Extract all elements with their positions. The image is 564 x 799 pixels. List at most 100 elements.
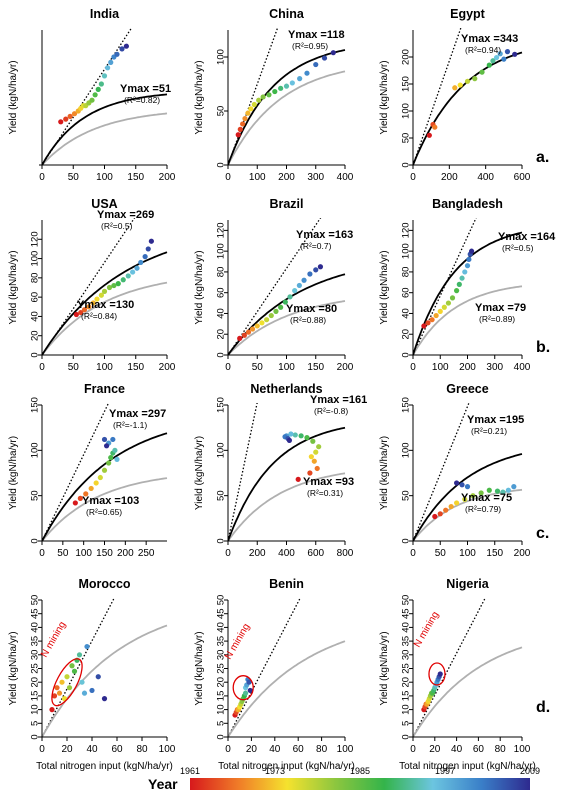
data-point — [114, 51, 120, 57]
y-tick-label: 50 — [216, 490, 227, 501]
plot-area — [42, 28, 168, 165]
data-point — [248, 106, 254, 112]
one-to-one-line — [413, 28, 462, 165]
data-point — [296, 282, 302, 289]
x-tick-label: 50 — [57, 548, 69, 559]
data-point — [456, 281, 462, 287]
data-point — [235, 132, 241, 138]
data-point — [512, 51, 518, 57]
colorbar-label: Year — [148, 776, 178, 792]
data-point — [490, 58, 496, 64]
data-point — [288, 431, 294, 437]
data-point — [69, 663, 75, 669]
n-mining-label: N mining — [412, 610, 441, 650]
x-tick-label: 150 — [96, 548, 113, 559]
data-point — [497, 51, 503, 57]
data-point — [98, 292, 104, 298]
y-axis-label: Yield (kgN/ha/yr) — [379, 60, 390, 134]
data-point — [63, 116, 69, 122]
x-tick-label: 150 — [307, 362, 324, 373]
data-point — [259, 320, 265, 326]
panel-india: India 0 50 100 150 200 Yield (kgN/ha/yr) Ymax =… — [8, 7, 176, 183]
panel-france: France 0 50 100 150 200 250 0 50 100 150 Yield (kgN… — [8, 382, 168, 559]
fit-curve-black — [42, 93, 168, 165]
plot-area — [42, 218, 168, 355]
x-tick-label: 50 — [435, 548, 447, 559]
data-point — [77, 495, 83, 501]
data-point — [314, 465, 320, 472]
axes-lines — [410, 30, 522, 168]
data-point — [292, 432, 298, 438]
data-point — [500, 489, 506, 495]
x-tick-label: 0 — [225, 362, 231, 373]
data-point — [112, 447, 118, 453]
data-point — [97, 474, 103, 481]
y-tick-label: 35 — [216, 636, 227, 647]
y-tick-label: 20 — [30, 677, 41, 688]
x-tick-label: 100 — [96, 362, 113, 373]
data-point — [445, 300, 452, 306]
one-to-one-line — [228, 218, 322, 355]
data-point — [64, 674, 70, 680]
data-point — [421, 323, 427, 329]
data-point — [464, 484, 471, 490]
data-point — [242, 115, 248, 122]
x-tick-label: 200 — [459, 362, 476, 373]
y-tick-label: 15 — [30, 691, 41, 702]
y-tick-label: 30 — [401, 650, 412, 661]
data-point — [307, 271, 313, 277]
data-point — [237, 126, 243, 132]
r2-label: (R²=0.89) — [479, 314, 515, 324]
y-tick-label: 50 — [216, 106, 227, 117]
y-tick-label: 5 — [401, 721, 412, 726]
x-axis-label: Total nitrogen input (kgN/ha/yr) — [399, 761, 536, 772]
data-point — [76, 652, 83, 658]
data-point — [454, 500, 460, 506]
r2-label: (R²=0.82) — [124, 95, 160, 105]
data-point — [311, 458, 317, 464]
x-tick-label: 100 — [459, 548, 476, 559]
y-tick-label: 40 — [216, 308, 227, 319]
data-point — [134, 265, 140, 271]
chart-title: Morocco — [78, 577, 130, 591]
x-tick-label: 60 — [111, 744, 123, 755]
fit-curve-grey — [228, 472, 346, 541]
data-point — [286, 437, 293, 443]
data-point — [67, 113, 73, 119]
y-tick-label: 20 — [401, 329, 412, 340]
y-tick-label: 120 — [401, 222, 412, 238]
plot-area — [42, 598, 168, 737]
x-tick-label: 200 — [249, 548, 266, 559]
y-tick-label: 35 — [401, 636, 412, 647]
data-point — [478, 490, 484, 496]
axes-lines — [410, 220, 522, 358]
x-tick-label: 0 — [410, 548, 416, 559]
y-axis-label: Yield (kgN/ha/yr) — [194, 60, 205, 134]
r2-label: (R²=-1.1) — [113, 420, 147, 430]
fit-curve-grey — [228, 300, 346, 355]
y-tick-label: 150 — [216, 397, 227, 413]
y-tick-label: 100 — [216, 243, 227, 259]
ymax-label: Ymax =161 — [310, 394, 367, 406]
panel-brazil: Brazil 0 50 100 150 200 0 20 40 60 80 100 120 Yield (… — [194, 197, 354, 373]
data-point — [111, 282, 117, 289]
r2-label: (R²=0.95) — [292, 41, 328, 51]
y-tick-label: 50 — [30, 490, 41, 501]
y-tick-label: 100 — [216, 442, 227, 458]
fit-curve-grey — [42, 624, 168, 737]
y-tick-label: 100 — [401, 103, 412, 119]
ymax-label: Ymax =195 — [467, 414, 524, 426]
data-point — [330, 50, 336, 56]
data-point — [247, 687, 253, 694]
panel-letter: a. — [536, 149, 549, 166]
data-point — [103, 443, 110, 449]
y-axis-label: Yield (kgN/ha/yr) — [8, 631, 19, 705]
data-point — [94, 296, 100, 302]
data-point — [292, 288, 298, 294]
data-point — [462, 496, 468, 502]
r2-label: (R²=0.5) — [502, 243, 534, 253]
data-point — [249, 326, 256, 332]
data-point — [464, 263, 471, 269]
y-tick-label: 0 — [30, 352, 41, 357]
